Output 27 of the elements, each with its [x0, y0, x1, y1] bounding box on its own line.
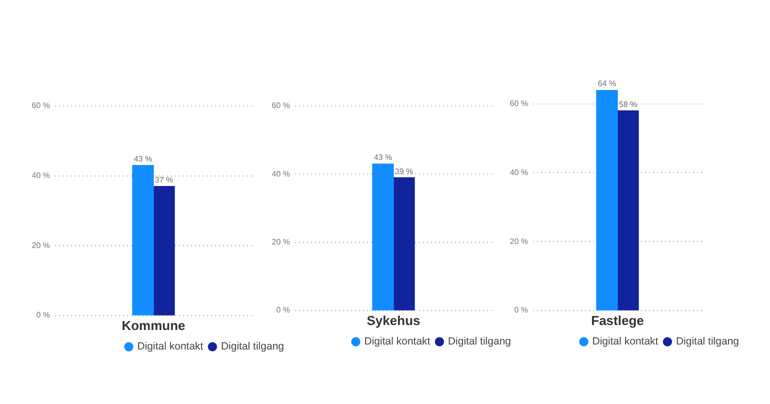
- legend-label: Digital kontakt: [137, 340, 204, 353]
- data-label: 43 %: [374, 153, 392, 162]
- legend-label: Digital tilgang: [448, 336, 512, 348]
- y-tick-label: 60 %: [32, 101, 50, 110]
- y-tick-label: 60 %: [510, 98, 528, 108]
- legend-label: Digital tilgang: [220, 340, 284, 353]
- y-tick-label: 60 %: [272, 101, 290, 110]
- y-tick-label: 0 %: [36, 310, 50, 320]
- y-tick-label: 40 %: [272, 169, 290, 178]
- data-label: 64 %: [598, 79, 616, 88]
- data-label: 37 %: [154, 176, 174, 185]
- y-tick-label: 20 %: [510, 236, 528, 246]
- y-tick-label: 0 %: [514, 306, 528, 315]
- data-label: 39 %: [394, 166, 414, 176]
- data-label: 58 %: [618, 100, 638, 109]
- y-tick-label: 20 %: [272, 238, 290, 247]
- legend-label: Digital kontakt: [592, 336, 658, 348]
- legend-label: Digital tilgang: [676, 336, 740, 348]
- y-tick-label: 20 %: [32, 240, 50, 250]
- legend-label: Digital kontakt: [364, 336, 430, 348]
- y-tick-label: 0 %: [276, 306, 290, 315]
- y-tick-label: 40 %: [32, 171, 50, 180]
- x-tick-label: Sykehus: [366, 312, 420, 328]
- y-tick-label: 40 %: [510, 168, 528, 177]
- x-tick-label: Fastlege: [591, 312, 644, 328]
- x-tick-label: Kommune: [122, 318, 186, 333]
- data-label: 43 %: [134, 154, 152, 164]
